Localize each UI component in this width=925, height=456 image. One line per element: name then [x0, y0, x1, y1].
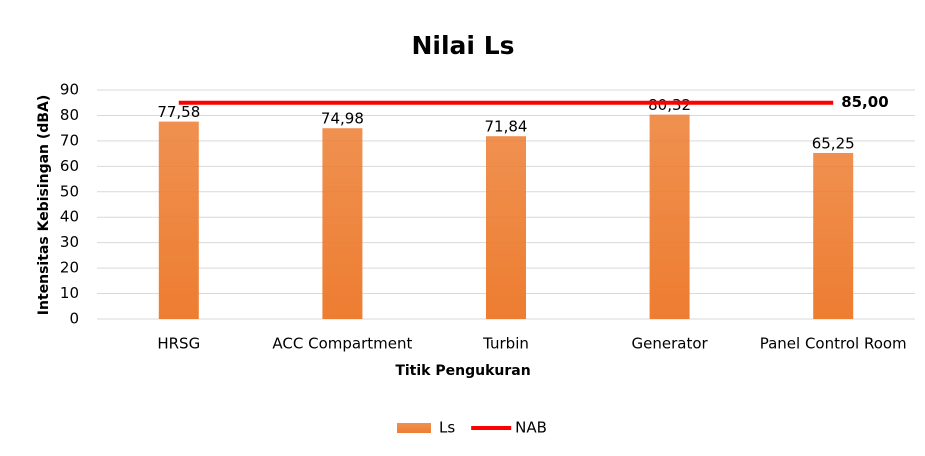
- y-tick-label: 60: [60, 157, 79, 175]
- bar: [813, 152, 854, 319]
- legend-swatch: [397, 423, 431, 433]
- bar: [322, 128, 363, 319]
- x-tick-label: Generator: [632, 335, 709, 353]
- x-tick-label: HRSG: [157, 335, 200, 353]
- x-tick-label: Turbin: [482, 335, 529, 353]
- y-tick-label: 70: [60, 131, 79, 149]
- y-tick-label: 20: [60, 259, 79, 277]
- y-tick-label: 10: [60, 284, 79, 302]
- y-tick-label: 50: [60, 182, 79, 200]
- data-label: 71,84: [485, 118, 528, 136]
- data-label: 74,98: [321, 110, 364, 128]
- y-tick-label: 40: [60, 208, 79, 226]
- bar: [486, 136, 526, 319]
- chart-title: Nilai Ls: [411, 31, 514, 60]
- bar: [649, 114, 690, 319]
- y-tick-label: 90: [60, 81, 79, 99]
- data-label: 80,32: [648, 96, 691, 114]
- data-label: 65,25: [812, 134, 855, 152]
- y-tick-label: 30: [60, 233, 79, 251]
- y-tick-label: 0: [69, 310, 79, 328]
- bar: [158, 121, 199, 320]
- x-axis-title: Titik Pengukuran: [395, 363, 530, 379]
- x-tick-label: ACC Compartment: [272, 335, 412, 353]
- y-tick-label: 80: [60, 106, 79, 124]
- x-tick-label: Panel Control Room: [760, 335, 907, 353]
- legend-label: Ls: [439, 419, 455, 437]
- data-label: 85,00: [841, 93, 888, 111]
- y-axis-title: Intensitas Kebisingan (dBA): [36, 95, 52, 315]
- data-label: 77,58: [157, 103, 200, 121]
- legend-label: NAB: [515, 419, 547, 437]
